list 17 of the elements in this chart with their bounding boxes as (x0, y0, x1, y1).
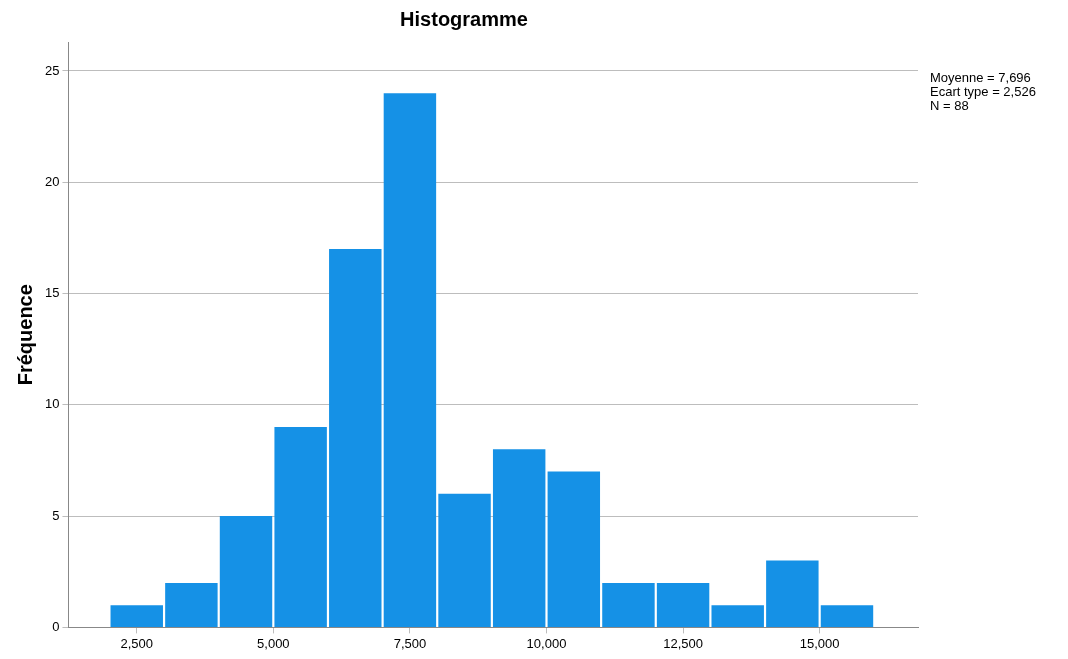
y-tick-label: 25 (44, 62, 60, 78)
y-tick-label: 20 (44, 173, 60, 189)
x-tick-label: 5,000 (257, 635, 290, 651)
text: Moyenne = 7,696 (930, 70, 1031, 86)
y-tick-label: 5 (52, 507, 60, 523)
x-tick-label: 10,000 (526, 635, 567, 651)
text: N = 88 (930, 98, 969, 114)
x-tick-label: 7,500 (393, 635, 427, 651)
x-tick-label: 2,500 (120, 635, 154, 651)
y-tick-label: 10 (44, 396, 60, 412)
y-tick-label: 0 (52, 618, 60, 634)
x-tick-label: 12,500 (663, 635, 703, 651)
y-tick-label: 15 (44, 285, 60, 301)
y-axis-title: Fréquence (13, 284, 36, 386)
chart-title: Histogramme (400, 7, 528, 30)
x-tick-label: 15,000 (799, 635, 840, 651)
text: Ecart type = 2,526 (930, 84, 1036, 100)
